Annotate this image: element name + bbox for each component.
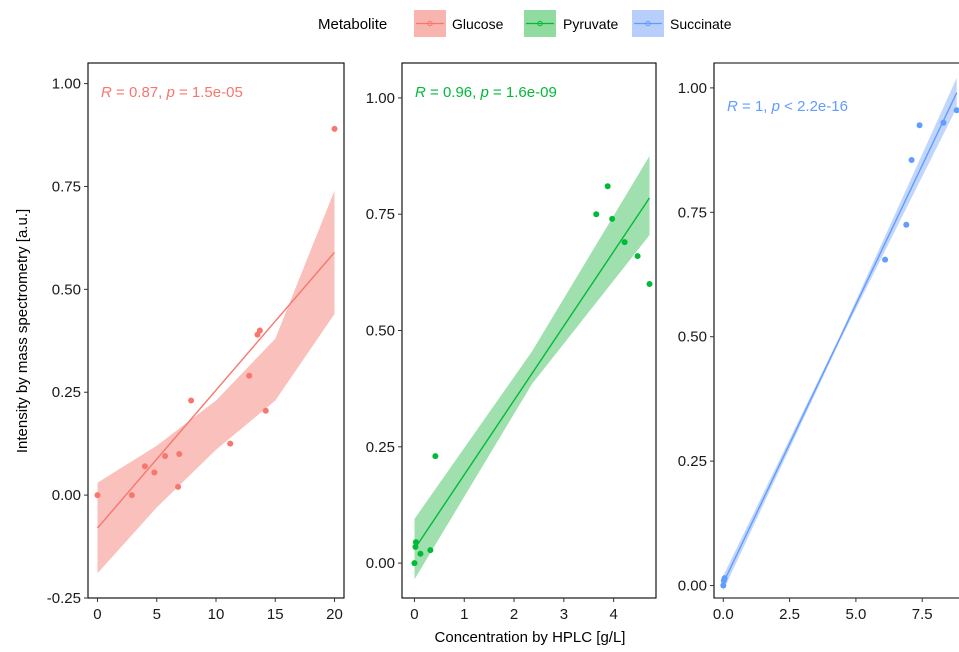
pyruvate-x-tick-label: 0 [410, 606, 418, 623]
pyruvate-regression-line [413, 197, 651, 550]
succinate-plot-area [720, 77, 959, 591]
glucose-data-point [128, 492, 135, 499]
glucose-confidence-band [97, 190, 335, 574]
glucose-data-point [256, 327, 263, 334]
pyruvate-x-tick-label: 4 [609, 606, 617, 623]
pyruvate-data-point [411, 560, 418, 567]
legend: Metabolite Glucose Pyruvate Succinate [318, 10, 732, 37]
pyruvate-data-point [417, 550, 424, 557]
succinate-confidence-band [723, 77, 957, 591]
pyruvate-data-point [593, 211, 600, 218]
pyruvate-y-tick-label: 0.75 [366, 206, 395, 223]
legend-label-pyruvate: Pyruvate [563, 16, 618, 32]
succinate-data-point [908, 157, 915, 164]
pyruvate-y-tick-label: 0.00 [366, 555, 395, 572]
succinate-data-point [916, 122, 923, 129]
succinate-y-tick-label: 0.75 [678, 204, 707, 221]
glucose-data-point [176, 450, 183, 457]
pyruvate-data-point [646, 280, 653, 287]
pyruvate-y-tick-label: 0.50 [366, 323, 395, 340]
pyruvate-data-point [432, 453, 439, 460]
glucose-plot-area [94, 125, 338, 574]
pyruvate-plot-area [411, 156, 653, 580]
pyruvate-data-point [604, 183, 611, 190]
succinate-data-point [903, 221, 910, 228]
y-axis-title: Intensity by mass spectrometry [a.u.] [14, 209, 31, 453]
glucose-data-point [246, 372, 253, 379]
succinate-data-point [953, 107, 959, 114]
glucose-data-point [162, 453, 169, 460]
succinate-y-tick-label: 0.00 [678, 578, 707, 595]
pyruvate-data-point [609, 215, 616, 222]
glucose-x-tick-label: 10 [208, 606, 225, 623]
glucose-data-point [151, 469, 158, 476]
succinate-x-tick-label: 2.5 [779, 606, 800, 623]
glucose-data-point [262, 407, 269, 414]
glucose-regression-line [96, 251, 336, 529]
glucose-y-tick-label: 0.25 [52, 384, 81, 401]
pyruvate-correlation-annotation: R = 0.96, p = 1.6e-09 [415, 84, 557, 101]
glucose-y-tick-label: 0.75 [52, 178, 81, 195]
succinate-data-point [721, 575, 728, 582]
pyruvate-data-point [412, 543, 419, 550]
glucose-y-tick-label: 0.50 [52, 281, 81, 298]
pyruvate-x-tick-label: 2 [510, 606, 518, 623]
pyruvate-data-point [427, 547, 434, 554]
glucose-data-point [331, 125, 338, 132]
legend-key-glucose: Glucose [414, 10, 504, 37]
legend-label-glucose: Glucose [452, 16, 504, 32]
pyruvate-data-point [634, 253, 641, 260]
glucose-x-tick-label: 5 [153, 606, 161, 623]
pyruvate-y-tick-label: 0.25 [366, 439, 395, 456]
pyruvate-confidence-band [414, 156, 650, 580]
glucose-x-tick-label: 15 [267, 606, 284, 623]
succinate-x-tick-label: 5.0 [845, 606, 866, 623]
glucose-y-tick-label: -0.25 [47, 590, 81, 607]
legend-key-succinate: Succinate [632, 10, 732, 37]
panel-pyruvate: 0.00 0.25 0.50 0.75 1.00 0 1 2 3 4 R = 0.96, p = 1… [366, 62, 657, 623]
panel-succinate: 0.00 0.25 0.50 0.75 1.00 0.0 2.5 5.0 7.5 R = 1, p… [678, 62, 959, 623]
glucose-x-tick-label: 0 [93, 606, 101, 623]
pyruvate-data-point [621, 239, 628, 246]
glucose-correlation-annotation: R = 0.87, p = 1.5e-05 [101, 84, 243, 101]
pyruvate-data-point [412, 539, 419, 546]
succinate-panel-border [713, 62, 959, 599]
pyruvate-y-tick-label: 1.00 [366, 90, 395, 107]
legend-title: Metabolite [318, 16, 387, 33]
glucose-data-point [141, 463, 148, 470]
succinate-correlation-annotation: R = 1, p < 2.2e-16 [727, 98, 848, 115]
succinate-data-point [720, 582, 727, 589]
glucose-data-point [94, 492, 101, 499]
succinate-y-tick-label: 1.00 [678, 80, 707, 97]
succinate-y-tick-label: 0.25 [678, 453, 707, 470]
succinate-x-tick-label: 0.0 [713, 606, 734, 623]
panel-glucose: -0.25 0.00 0.25 0.50 0.75 1.00 0 5 10 15 20 R = 0.8… [47, 62, 345, 623]
legend-label-succinate: Succinate [670, 16, 732, 32]
glucose-y-tick-label: 1.00 [52, 76, 81, 93]
glucose-y-tick-label: 0.00 [52, 487, 81, 504]
succinate-x-tick-label: 7.5 [912, 606, 933, 623]
succinate-data-point [940, 119, 947, 126]
glucose-data-point [227, 440, 234, 447]
succinate-regression-line [722, 92, 958, 584]
legend-key-pyruvate: Pyruvate [524, 10, 618, 37]
x-axis-title: Concentration by HPLC [g/L] [435, 629, 626, 646]
glucose-data-point [188, 397, 195, 404]
glucose-x-tick-label: 20 [326, 606, 343, 623]
succinate-y-tick-label: 0.50 [678, 329, 707, 346]
succinate-data-point [882, 256, 889, 263]
pyruvate-x-tick-label: 3 [560, 606, 568, 623]
pyruvate-x-tick-label: 1 [460, 606, 468, 623]
glucose-data-point [175, 483, 182, 490]
